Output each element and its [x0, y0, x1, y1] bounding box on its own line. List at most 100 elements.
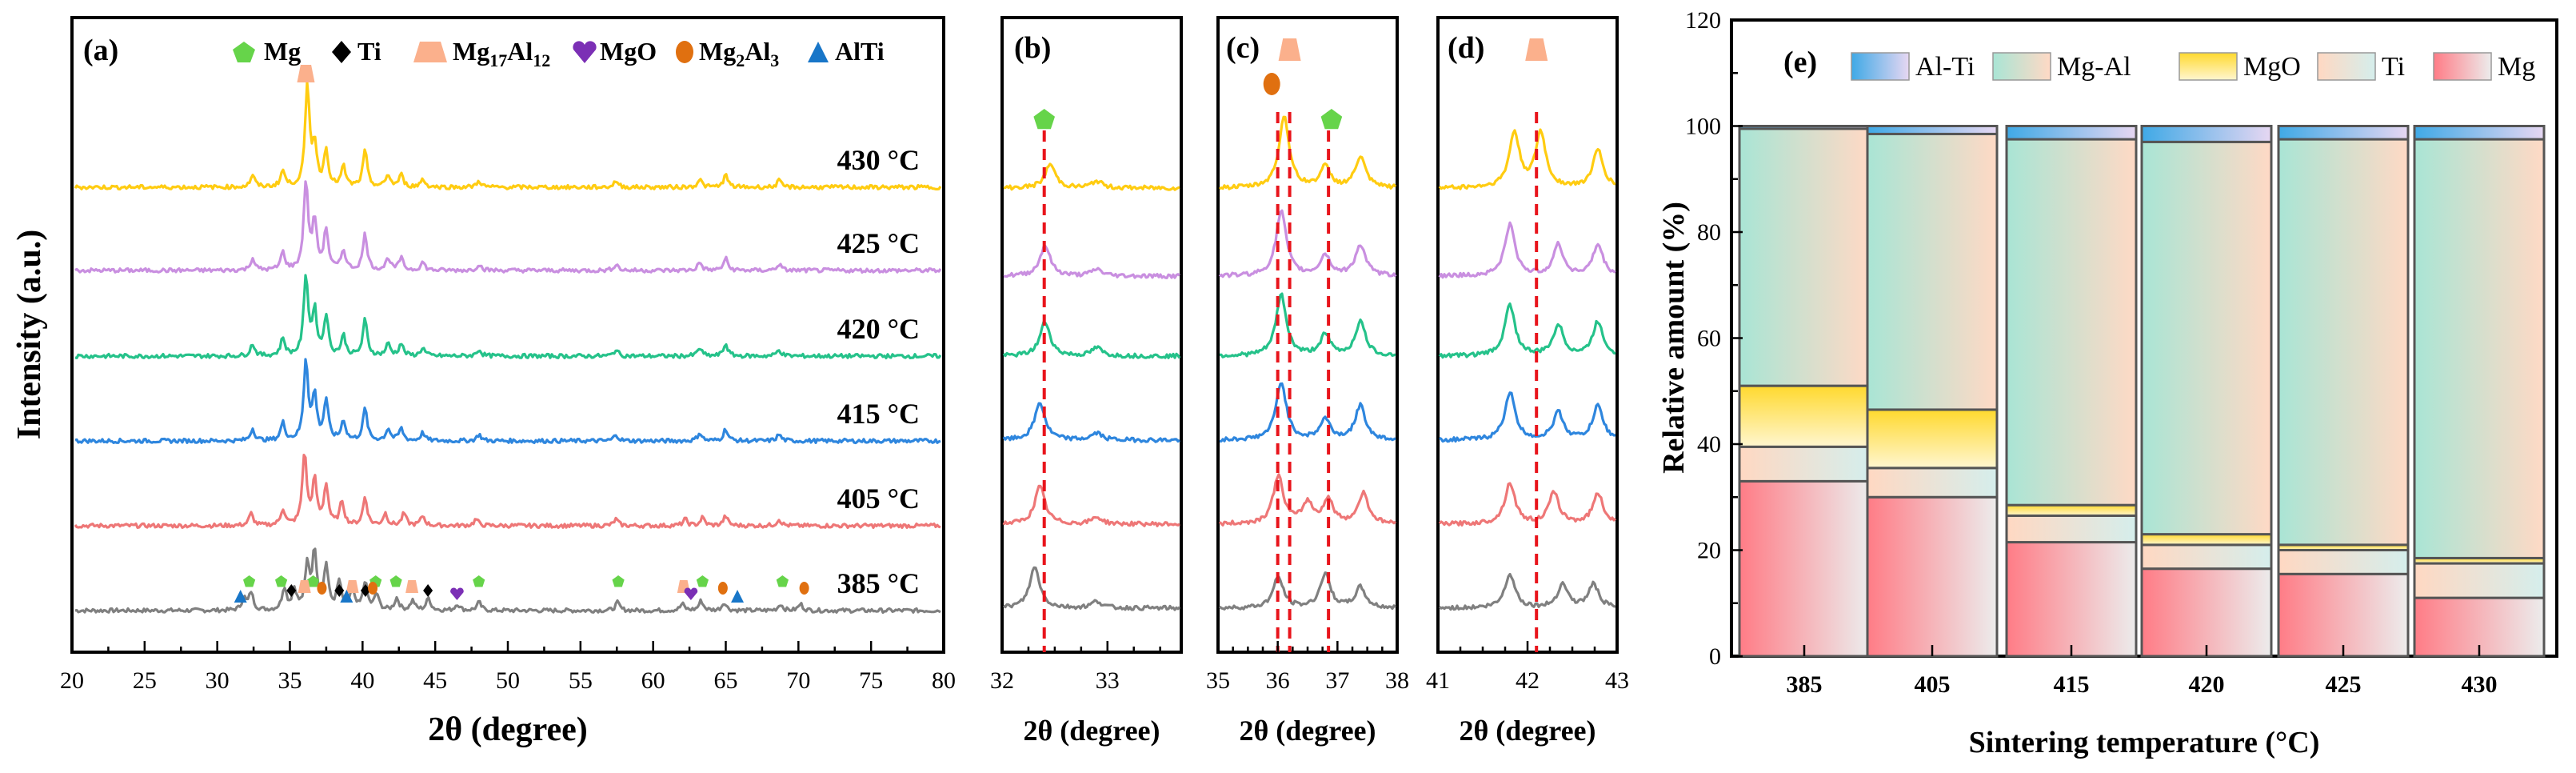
phase-marker-alti [234, 590, 247, 603]
bar-segment-mg [2005, 541, 2138, 658]
phase-marker-mg [243, 575, 256, 587]
zoom-curve-6 [1438, 128, 1616, 190]
zoom-curve-3 [1002, 402, 1180, 443]
x-tick-label: 35 [278, 667, 302, 694]
legend-mg-label: Mg [264, 37, 301, 66]
panel-d: 41 42 43 (d) 2θ (degree) [1426, 16, 1629, 747]
bar-segment-alti [2140, 125, 2273, 143]
zoom-curve-2 [1002, 484, 1180, 527]
panel-c: 35 36 37 38 (c) 2θ (degree) [1206, 16, 1409, 747]
panel-d-frame [1436, 16, 1619, 654]
bar-segment-mgal [2413, 138, 2546, 559]
zoom-curve-2 [1218, 473, 1397, 527]
phase-marker-ti [360, 584, 370, 597]
zoom-curve-5 [1218, 209, 1397, 278]
bar-segment-ti [1866, 467, 1999, 499]
bar-segment-mgo [1738, 384, 1871, 448]
bar-segment-mgo [2005, 503, 2138, 517]
legend-mg2al3-label: Mg2Al3 [699, 37, 779, 70]
legend-mgo: MgO [573, 37, 657, 66]
x-tick-label: 30 [206, 667, 230, 694]
zoom-marker-mg2al3 [1263, 73, 1280, 95]
legend-mg2al3-sub2: 3 [770, 50, 779, 70]
bar-segment-ti [2277, 549, 2410, 575]
x-tick-label: 41 [1426, 667, 1450, 694]
alti-marker-icon [808, 42, 829, 62]
x-tick-label: 42 [1516, 667, 1540, 694]
phase-marker-ti [423, 584, 433, 597]
x-tick-label: 55 [569, 667, 593, 694]
bar-segment-ti [2140, 543, 2273, 571]
x-tick-label: 40 [350, 667, 374, 694]
y-tick-label: 20 [1697, 538, 1721, 564]
phase-marker-mg [696, 575, 709, 587]
y-tick-label: 0 [1709, 643, 1721, 670]
zoom-curve-3 [1439, 391, 1616, 443]
legend-label-mg: Mg [2498, 52, 2535, 82]
curve-label-415: 415 °C [837, 398, 920, 430]
y-tick-label: 120 [1685, 7, 1721, 34]
bar-segment-mgal [2005, 138, 2138, 507]
xrd-curve-420 [74, 274, 942, 360]
phase-marker-mg17al12 [405, 580, 419, 593]
phase-marker-mg2al3 [368, 582, 378, 595]
curve-label-385: 385 °C [837, 567, 920, 599]
zoom-marker-mg17al12 [1278, 38, 1301, 61]
phase-marker-mgo [684, 587, 698, 600]
panel-b-x-title: 2θ (degree) [1023, 715, 1160, 747]
x-tick-label: 20 [60, 667, 84, 694]
bar-segment-mg [2140, 567, 2273, 658]
bar-segment-mgal [1866, 132, 1999, 411]
phase-marker-mg [275, 575, 288, 587]
zoom-curve-4 [1002, 320, 1181, 359]
legend-label-mgo: MgO [2243, 52, 2301, 82]
mg-marker-icon [233, 42, 255, 62]
legend-mg17al12: Mg17Al12 [413, 37, 550, 70]
panel-b-label: (b) [1014, 31, 1051, 65]
panel-a-curves [74, 81, 942, 615]
bar-segment-alti [2413, 125, 2546, 141]
legend-swatch-mgo [2179, 52, 2238, 81]
x-tick-label: 38 [1385, 667, 1409, 694]
x-tick-label: 35 [1206, 667, 1230, 694]
legend-mg: Mg [233, 37, 301, 66]
bar-segment-mgo [2140, 533, 2273, 547]
bar-segment-ti [1738, 445, 1871, 483]
phase-marker-mg17al12 [345, 580, 359, 593]
x-tick-label: 385 [1787, 671, 1823, 698]
zoom-curve-4 [1438, 302, 1616, 359]
legend-mgo-label: MgO [600, 37, 657, 66]
panel-d-label: (d) [1448, 31, 1484, 65]
legend-mg17al12-base: Mg [453, 37, 489, 66]
legend-swatch-ti [2317, 52, 2376, 81]
xrd-curve-385 [74, 547, 941, 615]
y-tick-label: 100 [1685, 114, 1721, 140]
phase-marker-mg [307, 575, 320, 587]
y-tick-label: 40 [1697, 431, 1721, 458]
bar-segment-mg [1738, 479, 1871, 658]
bar-segment-mg [1866, 495, 1999, 658]
legend-ti-label: Ti [357, 37, 381, 66]
bar-segment-alti [2277, 125, 2410, 141]
legend-label-mgal: Mg-Al [2057, 52, 2131, 82]
x-tick-label: 70 [786, 667, 810, 694]
panel-c-x-title: 2θ (degree) [1239, 715, 1376, 747]
zoom-curve-1 [1438, 572, 1616, 611]
x-tick-label: 50 [496, 667, 520, 694]
panel-c-frame [1216, 16, 1399, 654]
legend-mg2al3: Mg2Al3 [676, 37, 779, 70]
phase-marker-alti [731, 590, 745, 603]
legend-mg2al3-base: Mg [699, 37, 736, 66]
panel-b-curves: 32 33 [990, 109, 1181, 694]
phase-marker-mgo [450, 587, 464, 600]
legend-label-alti: Al-Ti [1915, 52, 1975, 82]
panel-e-legend: Al-Ti Mg-Al MgO Ti Mg [1851, 52, 2535, 82]
phase-marker-mg2al3 [717, 582, 728, 595]
phase-marker-alti [340, 590, 353, 603]
legend-mg17al12-label: Mg17Al12 [453, 37, 550, 70]
mg17al12-marker-icon [413, 42, 447, 62]
legend-label-ti: Ti [2382, 52, 2405, 82]
phase-marker-mg2al3 [317, 582, 327, 595]
legend-swatch-mgal [1992, 52, 2051, 81]
